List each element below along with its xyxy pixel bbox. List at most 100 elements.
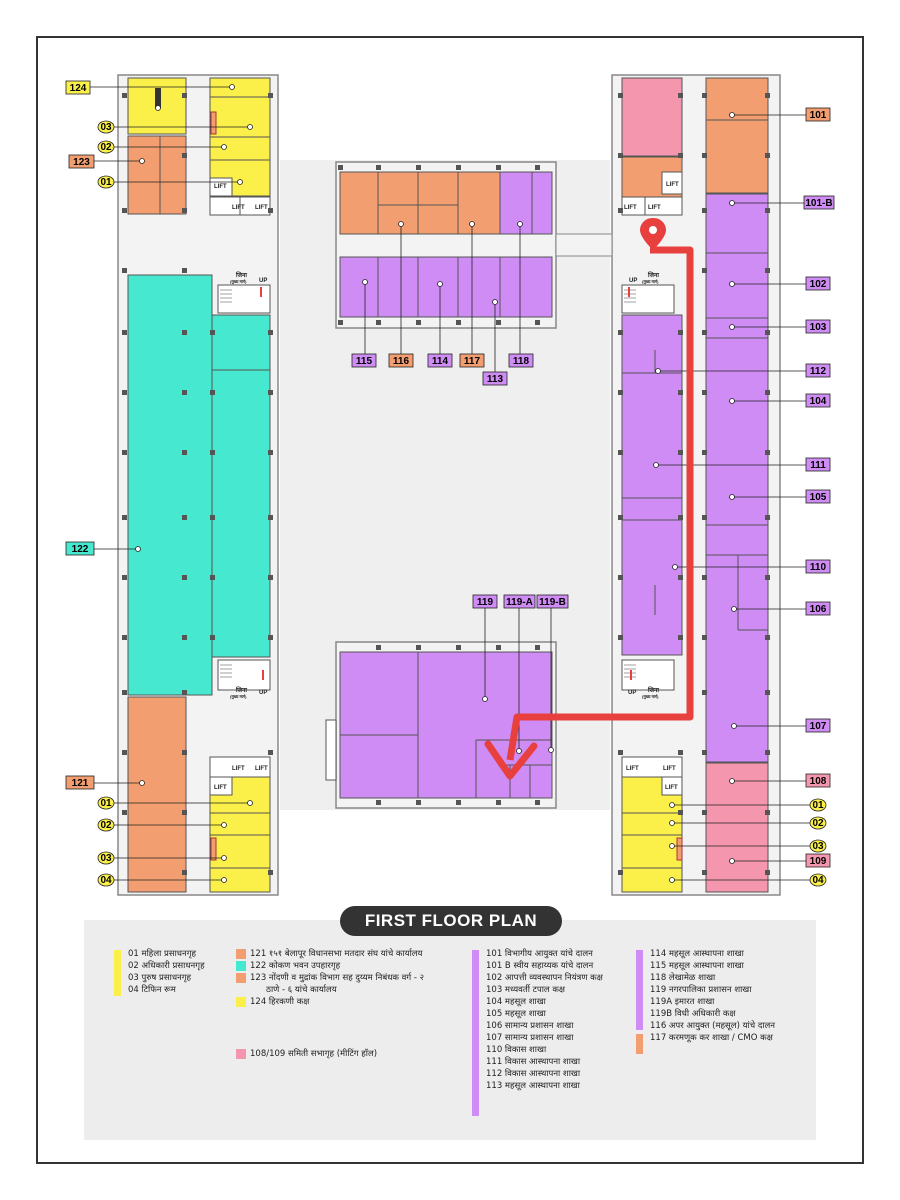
legend-item: 118 लेखामेळ शाखा <box>650 973 716 983</box>
room-tag-112: 112 <box>810 366 827 377</box>
legend-item: 117 करमणूक कर शाखा / CMO कक्ष <box>650 1033 773 1043</box>
room-tag-104: 104 <box>810 396 827 407</box>
stair-sub-label: (मुख्य मार्ग) <box>642 694 659 700</box>
room-tag-121: 121 <box>72 778 89 789</box>
room-tag-122: 122 <box>72 544 89 555</box>
left-wing <box>117 74 279 896</box>
toilet-no-04: 04 <box>100 875 112 886</box>
room-118 <box>499 171 553 235</box>
legend-swatch-teal <box>236 961 246 971</box>
room-tag-119b: 119-B <box>539 597 566 608</box>
legend-item: 121 १५१ बेलापूर विधानसभा मतदार संघ यांचे… <box>250 949 423 959</box>
legend-swatch-yellow <box>236 997 246 1007</box>
toilet-no-03: 03 <box>812 841 824 852</box>
room-tag-108: 108 <box>810 776 827 787</box>
stair-sub-label: (मुख्य मार्ग) <box>230 279 247 285</box>
route-arrowhead <box>484 740 538 780</box>
legend-item: 113 महसूल आस्थापना शाखा <box>486 1081 580 1091</box>
room-tag-124: 124 <box>70 83 87 94</box>
legend-item: 04 टिफिन रूम <box>128 985 176 995</box>
legend-col-misc: 121 १५१ बेलापूर विधानसभा मतदार संघ यांचे… <box>236 948 461 1060</box>
floor-plan: LIFT LIFT LIFT LIFT LIFT LIFT LIFT LIFT … <box>65 74 835 896</box>
pillars <box>122 93 770 875</box>
stair-label: जिना <box>647 686 659 694</box>
room-112-111-110 <box>621 314 683 656</box>
lift-label: LIFT <box>624 205 637 211</box>
toilet-markers: 03 02 01 01 02 03 04 01 02 03 04 <box>97 120 827 887</box>
legend-swatch-orange <box>236 973 246 983</box>
lift-right-top <box>661 171 683 195</box>
legend-item: 110 विकास शाखा <box>486 1045 547 1055</box>
right-wing <box>611 74 781 896</box>
legend-item: 106 सामान्य प्रशासन शाखा <box>486 1021 574 1031</box>
room-119 <box>339 651 553 799</box>
lift-label: LIFT <box>255 205 268 211</box>
legend-item: 112 विकास आस्थापना शाखा <box>486 1069 581 1079</box>
legend-item: 119 नगरपालिका प्रशासन शाखा <box>650 985 752 995</box>
room-tag-102: 102 <box>810 279 827 290</box>
room-tag-117: 117 <box>464 356 481 367</box>
legend-col-purple: 101 विभागीय आयुक्त यांचे दालन 101 B स्वी… <box>472 948 622 1116</box>
legend-item: 02 अधिकारी प्रसाधनगृह <box>128 961 205 971</box>
up-label: UP <box>259 278 267 284</box>
legend-item: 119B विधी अधिकारी कक्ष <box>650 1009 736 1019</box>
legend-item: 108/109 समिती सभागृह (मीटिंग हॉल) <box>250 1049 378 1059</box>
stairs-left-top <box>217 284 271 314</box>
room-tag-101b: 101-B <box>805 198 832 209</box>
room-121 <box>127 696 187 893</box>
room-tag-107: 107 <box>810 721 827 732</box>
legend-item: 102 आपत्ती व्यवस्थापन नियंत्रण कक्ष <box>486 973 603 983</box>
legend-item: 114 महसूल आस्थापना शाखा <box>650 949 744 959</box>
legend-item: 01 महिला प्रसाधनगृह <box>128 949 197 959</box>
stairs-right-bottom <box>621 659 675 691</box>
legend-item: 111 विकास आस्थापना शाखा <box>486 1057 581 1067</box>
toilet-no-02: 02 <box>812 818 824 829</box>
room-pink-top <box>621 77 683 157</box>
stair-sub-label: (मुख्य मार्ग) <box>230 694 247 700</box>
lift-right-bottom <box>661 776 683 796</box>
toilet-no-02: 02 <box>100 142 112 153</box>
room-tag-119a: 119-A <box>506 597 533 608</box>
legend-item: 103 मध्यवर्ती टपाल कक्ष <box>486 985 566 995</box>
stair-sub-label: (मुख्य मार्ग) <box>642 279 659 285</box>
legend-item: 107 सामान्य प्रशासन शाखा <box>486 1033 574 1043</box>
bottom-center-block <box>325 641 557 809</box>
legend-swatch-pink <box>236 1049 246 1059</box>
room-tag-106: 106 <box>810 604 827 615</box>
room-tag-103: 103 <box>810 322 827 333</box>
toilet-no-04: 04 <box>812 875 824 886</box>
legend-item: ठाणे - ६ यांचे कार्यालय <box>266 985 337 995</box>
room-tag-110: 110 <box>810 562 827 573</box>
legend-swatch-yellow <box>114 950 121 996</box>
stair-label: जिना <box>235 271 247 279</box>
lift-label: LIFT <box>255 766 268 772</box>
room-tag-113: 113 <box>487 374 504 385</box>
location-pin-icon <box>640 218 666 250</box>
toilet-no-02: 02 <box>100 820 112 831</box>
legend-panel <box>84 920 816 1140</box>
lift-label: LIFT <box>214 184 227 190</box>
room-tag-119: 119 <box>477 597 494 608</box>
toilet-no-01: 01 <box>100 177 112 188</box>
up-label: UP <box>628 690 636 696</box>
legend-item: 101 विभागीय आयुक्त यांचे दालन <box>486 949 593 959</box>
legend-item: 115 महसूल आस्थापना शाखा <box>650 961 744 971</box>
up-label: UP <box>259 690 267 696</box>
legend-swatch-orange <box>636 1034 643 1054</box>
legend-item: 104 महसूल शाखा <box>486 997 546 1007</box>
legend-swatch-orange <box>236 949 246 959</box>
room-tag-105: 105 <box>810 492 827 503</box>
room-tag-101: 101 <box>810 110 827 121</box>
room-tag-118: 118 <box>513 356 530 367</box>
lift-label: LIFT <box>665 785 678 791</box>
lift-label: LIFT <box>626 766 639 772</box>
lift-label: LIFT <box>648 205 661 211</box>
room-101 <box>705 77 769 194</box>
room-tag-116: 116 <box>393 356 410 367</box>
room-116-117-orange <box>339 171 501 235</box>
room-114-115 <box>339 256 553 318</box>
legend-swatch-purple <box>472 950 479 1116</box>
plan-title: FIRST FLOOR PLAN <box>340 906 562 936</box>
legend-item: 119A इमारत शाखा <box>650 997 715 1007</box>
toilet-no-01: 01 <box>812 800 824 811</box>
